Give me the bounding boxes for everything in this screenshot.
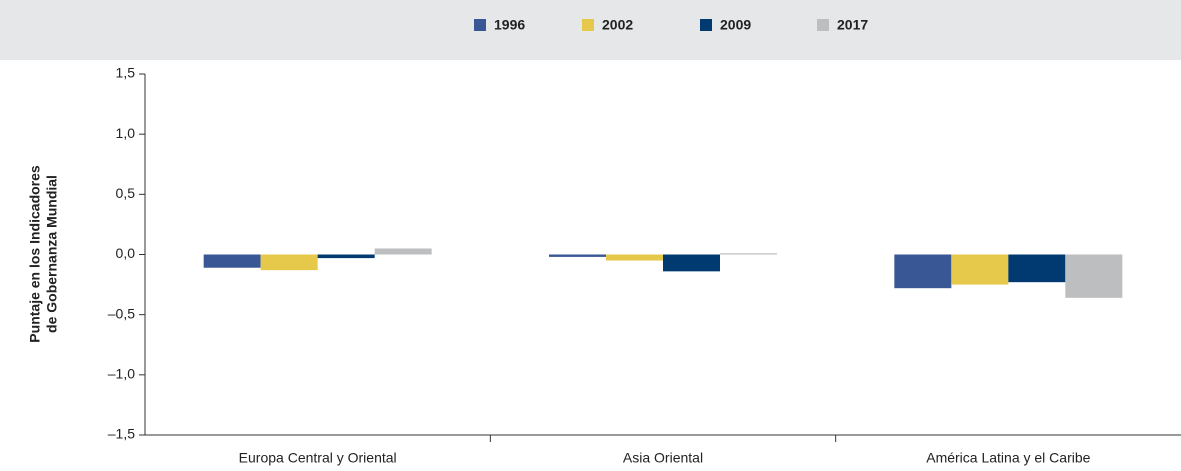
y-tick-label: 1,5: [116, 65, 136, 81]
bar: [606, 254, 663, 261]
y-tick-label: 0,0: [116, 245, 136, 261]
bar: [374, 248, 432, 255]
y-tick-label: 0,5: [116, 185, 136, 201]
bar: [260, 254, 318, 271]
bar: [663, 254, 720, 272]
bar: [894, 254, 952, 289]
x-tick-label: Asia Oriental: [623, 450, 703, 466]
y-tick-label: –1,0: [108, 366, 135, 382]
legend-swatch: [582, 19, 594, 31]
x-tick-label: América Latina y el Caribe: [926, 450, 1090, 466]
bar: [1065, 254, 1123, 298]
bar: [720, 253, 777, 255]
legend-swatch: [817, 19, 829, 31]
legend-label: 2009: [720, 17, 751, 33]
bar: [203, 254, 261, 268]
y-axis-title: Puntaje en los Indicadores de Gobernanza…: [27, 165, 60, 343]
bar: [1008, 254, 1066, 283]
y-tick-label: –1,5: [108, 426, 135, 442]
legend-swatch: [474, 19, 486, 31]
legend-swatch: [700, 19, 712, 31]
y-label-line: Puntaje en los Indicadores: [27, 165, 43, 343]
y-tick-label: 1,0: [116, 125, 136, 141]
legend-label: 1996: [494, 17, 525, 33]
y-tick-label: –0,5: [108, 305, 135, 321]
bar: [317, 254, 375, 259]
x-tick-label: Europa Central y Oriental: [239, 450, 397, 466]
y-label-line: de Gobernanza Mundial: [44, 175, 60, 333]
bar: [951, 254, 1009, 285]
legend-label: 2017: [837, 17, 868, 33]
bar: [549, 254, 606, 257]
legend-label: 2002: [602, 17, 633, 33]
